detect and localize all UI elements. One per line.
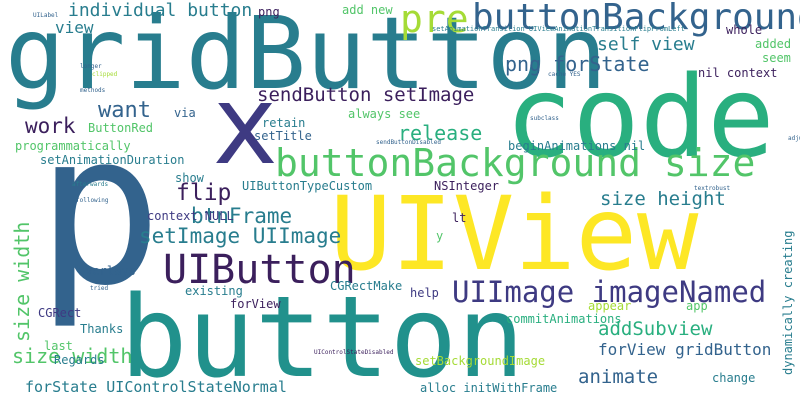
word: buttonBackground (472, 0, 800, 38)
word: p (36, 87, 163, 332)
word: existing (185, 284, 243, 298)
word: setTitle (254, 129, 312, 143)
word: whole (726, 23, 763, 37)
word: want (98, 98, 151, 123)
word: lt (452, 211, 467, 225)
word: adjust (788, 135, 800, 142)
word: tried (90, 285, 109, 292)
word: button (120, 273, 525, 400)
word: via (174, 106, 196, 120)
word: help (410, 286, 439, 300)
word: sendButtonDisabled (376, 139, 442, 146)
word: change (712, 371, 756, 385)
word: UILabel (33, 12, 59, 19)
word: btnFrame (191, 204, 293, 228)
word: self view (597, 34, 695, 55)
word: forState UIControlStateNormal (25, 378, 287, 396)
word: beginAnimations nil (508, 139, 646, 153)
word: UIButton (163, 247, 356, 293)
word: code (505, 53, 775, 183)
word: Regards (54, 353, 105, 367)
word: nil context (698, 66, 778, 80)
word: subclass (530, 115, 559, 122)
word: clipped (92, 71, 118, 78)
word: y (436, 229, 444, 243)
word: appear (588, 299, 632, 313)
word: commitAnimations (506, 312, 622, 326)
word: dynamically creating (781, 230, 795, 376)
word: forView (230, 297, 281, 311)
word: setAnimationDuration (40, 153, 185, 167)
word: NSInteger (434, 179, 500, 193)
word: retain (262, 116, 306, 130)
word: programmatically (15, 139, 131, 153)
word: view (55, 18, 94, 37)
word: show (175, 171, 204, 185)
word: app (686, 299, 708, 313)
word: cache YES (548, 71, 581, 78)
word: add new (342, 3, 393, 17)
word: UIView (330, 175, 699, 294)
word: ButtonRed (88, 121, 154, 135)
word: pre (400, 0, 469, 41)
word: animate (578, 366, 659, 388)
word: individual button (68, 0, 253, 21)
word: flip (176, 180, 232, 206)
word: last (44, 339, 73, 353)
word: size width (10, 221, 34, 342)
word: UIControlStateDisabled (314, 349, 394, 356)
word: setImage UIImage (139, 224, 342, 248)
word: png forState (505, 52, 650, 76)
word: methods (80, 87, 106, 94)
word: afterwards (72, 181, 109, 188)
word: sendButton setImage (257, 84, 475, 106)
word: UIButtonTypeCustom (242, 179, 373, 193)
word: forView gridButton (598, 340, 772, 359)
word: always see (348, 107, 421, 121)
word: Thanks (80, 322, 124, 336)
word: work (25, 114, 76, 138)
word: png (258, 5, 280, 19)
word: size height (600, 188, 726, 210)
word: textrobust (694, 185, 731, 192)
word: seem (762, 51, 791, 65)
word: context NULL (147, 209, 234, 223)
word: overlays (78, 264, 136, 278)
word: longer (80, 63, 102, 70)
word: CGRect (38, 306, 82, 320)
word: release (398, 121, 483, 145)
word: CGRectMake (330, 279, 403, 293)
word: setAnimationTransition UIViewAnimationTr… (432, 25, 685, 33)
word: setBackgroundImage (415, 354, 546, 368)
word: size width (12, 344, 133, 368)
word: gridButton (5, 0, 608, 112)
word: alloc initWithFrame (420, 381, 558, 395)
word: added (755, 37, 792, 51)
word: buttonBackground size (275, 141, 756, 185)
word: UIImage imageNamed (452, 275, 767, 309)
word: addSubview (598, 318, 713, 340)
word: x (212, 61, 279, 189)
word: following (76, 197, 109, 204)
